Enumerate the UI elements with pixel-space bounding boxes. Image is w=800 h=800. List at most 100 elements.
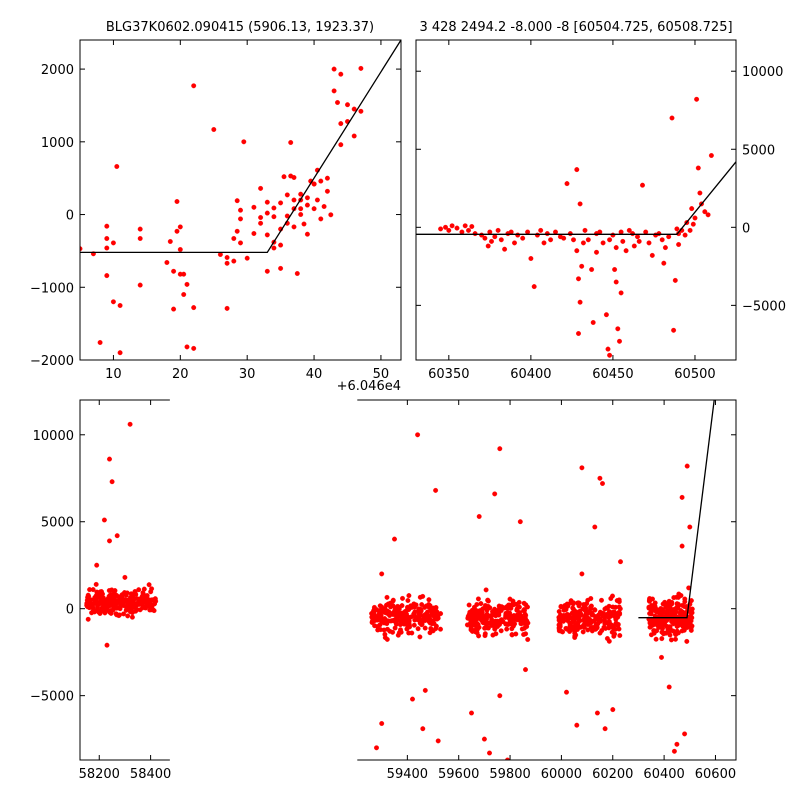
data-point: [617, 633, 623, 638]
data-point: [563, 607, 569, 613]
data-point: [705, 212, 711, 218]
data-point: [382, 635, 388, 641]
data-point: [498, 628, 504, 634]
data-point: [485, 598, 491, 604]
x-tick-label: 60600: [695, 767, 736, 782]
data-point: [191, 305, 197, 311]
data-point: [610, 232, 616, 238]
data-point: [523, 631, 529, 637]
data-point: [576, 617, 582, 623]
data-point: [489, 612, 495, 618]
x-tick-label: 30: [239, 367, 256, 382]
data-point: [405, 598, 411, 603]
data-point: [393, 605, 399, 611]
data-point: [238, 207, 243, 213]
data-point: [431, 621, 437, 627]
data-point: [304, 231, 310, 237]
data-point: [117, 303, 123, 308]
data-point: [613, 245, 619, 251]
x-tick-label: 40: [306, 367, 323, 382]
data-point: [676, 242, 682, 247]
data-point: [590, 320, 596, 325]
data-point: [231, 258, 237, 264]
data-point: [375, 613, 381, 619]
data-point: [692, 215, 698, 221]
data-point: [127, 421, 133, 427]
data-point: [264, 199, 270, 205]
data-point: [649, 252, 655, 258]
data-point: [600, 613, 606, 619]
data-point: [565, 612, 571, 618]
data-point: [695, 165, 701, 171]
data-point: [117, 350, 123, 356]
data-point: [100, 601, 106, 607]
data-point: [690, 221, 696, 227]
data-point: [659, 610, 665, 616]
data-point: [666, 234, 672, 240]
data-point: [607, 237, 613, 243]
data-point: [509, 632, 515, 638]
data-point: [495, 227, 501, 233]
data-point: [378, 608, 384, 614]
plot-area: [416, 96, 736, 358]
data-point: [419, 619, 425, 625]
data-point: [599, 597, 604, 603]
data-point: [304, 202, 310, 208]
data-point: [191, 83, 197, 89]
data-point: [388, 618, 394, 624]
data-point: [472, 607, 478, 613]
data-point: [138, 596, 144, 602]
data-point: [96, 609, 102, 615]
data-point: [659, 636, 665, 642]
data-point: [469, 224, 475, 229]
data-point: [558, 604, 564, 610]
data-point: [318, 216, 324, 222]
data-point: [258, 215, 264, 220]
data-point: [597, 475, 603, 481]
data-point: [117, 612, 122, 618]
data-point: [602, 606, 608, 612]
model-fit-line: [638, 400, 715, 619]
data-point: [507, 610, 513, 616]
top-right-chart: 3 428 2494.2 -8.000 -8 [60504.725, 60508…: [415, 20, 786, 382]
data-point: [428, 608, 434, 613]
data-point: [224, 255, 230, 260]
data-point: [687, 227, 693, 233]
data-point: [411, 622, 417, 628]
data-point: [331, 88, 337, 94]
data-point: [702, 209, 708, 215]
y-tick-label: 5000: [742, 143, 775, 158]
data-point: [415, 432, 421, 438]
data-point: [338, 71, 344, 77]
x-tick-label: 59800: [489, 767, 530, 782]
data-point: [405, 619, 410, 624]
data-point: [479, 615, 485, 621]
data-point: [142, 604, 148, 610]
data-point: [677, 610, 683, 616]
data-point: [271, 214, 277, 220]
data-point: [141, 592, 147, 598]
data-point: [97, 340, 103, 345]
data-point: [106, 588, 112, 593]
data-point: [503, 621, 509, 627]
data-point: [612, 267, 618, 272]
data-point: [531, 284, 537, 290]
data-point: [672, 611, 678, 617]
data-point: [104, 236, 110, 241]
data-point: [503, 614, 508, 620]
data-point: [472, 623, 478, 628]
data-point: [397, 612, 403, 617]
data-point: [462, 223, 468, 229]
x-tick-label: 60350: [428, 367, 469, 382]
data-point: [291, 224, 297, 230]
data-point: [487, 229, 493, 235]
data-point: [412, 604, 417, 610]
data-point: [184, 281, 190, 287]
data-point: [484, 611, 490, 617]
data-point: [504, 626, 510, 632]
data-point: [152, 596, 158, 602]
axes-frame: [79, 399, 737, 761]
data-point: [679, 494, 685, 500]
data-point: [485, 243, 491, 249]
data-point: [502, 246, 508, 252]
